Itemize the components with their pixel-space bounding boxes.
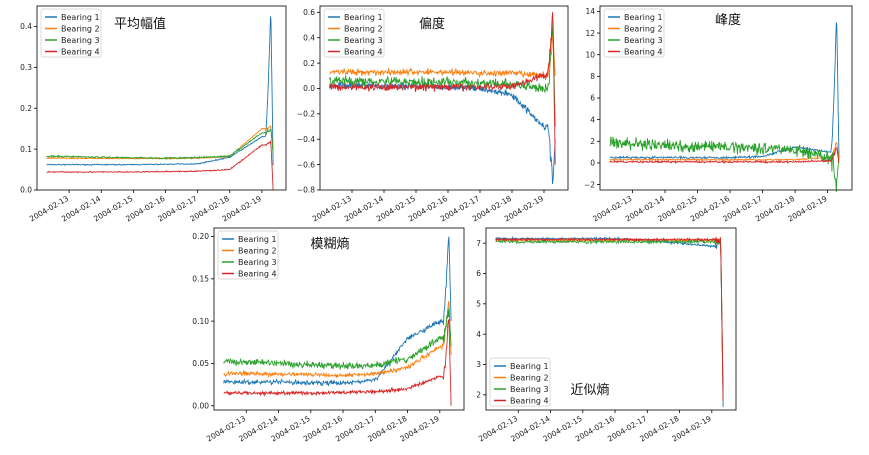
- y-tick-label: 0.1: [20, 145, 32, 154]
- legend-entry: Bearing 1: [344, 13, 383, 22]
- legend-entry: Bearing 3: [344, 36, 383, 45]
- y-tick-label: 0.2: [303, 59, 315, 68]
- y-tick-label: 0.2: [20, 104, 32, 113]
- series-line-bearing-1: [609, 22, 840, 161]
- legend-entry: Bearing 4: [624, 48, 663, 57]
- y-tick-label: 14: [585, 7, 595, 16]
- legend-entry: Bearing 2: [344, 25, 383, 34]
- series-line-bearing-4: [329, 12, 556, 165]
- y-tick-label: 0.6: [303, 8, 315, 17]
- y-tick-label: 6: [590, 94, 595, 103]
- y-tick-label: 2: [590, 137, 595, 146]
- y-tick-label: 0.0: [20, 186, 32, 195]
- legend-entry: Bearing 3: [61, 36, 100, 45]
- chart-title: 近似熵: [570, 382, 609, 398]
- series-line-bearing-2: [609, 142, 840, 162]
- series-line-bearing-4: [46, 139, 274, 191]
- chart-panel-4: 0.000.050.100.150.202004-02-132004-02-14…: [192, 227, 465, 444]
- series-line-bearing-2: [223, 301, 452, 379]
- legend-box: [40, 8, 102, 58]
- y-tick-label: −0.6: [297, 160, 315, 169]
- y-tick-label: −0.2: [297, 110, 315, 119]
- legend-entry: Bearing 4: [238, 270, 277, 279]
- series-line-bearing-3: [495, 237, 724, 398]
- legend: Bearing 1 Bearing 2 Bearing 3 Bearing 4: [40, 8, 102, 58]
- legend-box: [603, 8, 665, 58]
- series-line-bearing-4: [495, 237, 724, 401]
- y-tick-label: 4: [476, 330, 481, 339]
- legend-entry: Bearing 1: [510, 362, 549, 371]
- legend-entry: Bearing 1: [624, 13, 663, 22]
- series-line-bearing-4: [609, 147, 840, 165]
- y-tick-label: 0: [590, 159, 595, 168]
- legend-box: [323, 8, 385, 58]
- legend-entry: Bearing 1: [238, 235, 277, 244]
- y-tick-label: −2: [584, 180, 595, 189]
- legend-entry: Bearing 4: [344, 48, 383, 57]
- series-line-bearing-3: [223, 308, 452, 370]
- axes-frame: [213, 227, 465, 411]
- series-line-bearing-3: [46, 128, 274, 161]
- legend-entry: Bearing 1: [61, 13, 100, 22]
- series-line-bearing-2: [329, 28, 556, 80]
- series-line-bearing-1: [46, 16, 274, 166]
- y-tick-label: 0.3: [20, 63, 32, 72]
- legend-entry: Bearing 3: [624, 36, 663, 45]
- y-tick-label: 0.4: [20, 22, 32, 31]
- y-tick-label: 2: [476, 391, 481, 400]
- y-tick-label: 8: [590, 72, 595, 81]
- y-tick-label: 3: [476, 360, 481, 369]
- series-line-bearing-4: [223, 319, 452, 406]
- y-tick-label: 5: [476, 300, 481, 309]
- y-tick-label: −0.4: [297, 135, 315, 144]
- axes-frame: [36, 5, 287, 191]
- chart-title: 偏度: [419, 16, 445, 32]
- legend: Bearing 1 Bearing 2 Bearing 3 Bearing 4: [489, 357, 551, 407]
- y-tick-label: 10: [585, 50, 595, 59]
- y-tick-label: 4: [590, 115, 595, 124]
- axes-frame: [319, 5, 569, 191]
- legend-entry: Bearing 2: [624, 25, 663, 34]
- y-tick-label: 0.15: [192, 274, 209, 283]
- chart-title: 峰度: [715, 12, 741, 28]
- series-line-bearing-1: [329, 80, 556, 185]
- y-tick-label: 0.00: [192, 401, 209, 410]
- legend-entry: Bearing 3: [510, 385, 549, 394]
- legend: Bearing 1 Bearing 2 Bearing 3 Bearing 4: [603, 8, 665, 58]
- axes-frame: [485, 227, 737, 411]
- legend-entry: Bearing 3: [238, 258, 277, 267]
- legend-entry: Bearing 4: [61, 48, 100, 57]
- y-tick-label: 0.05: [192, 359, 209, 368]
- series-line-bearing-3: [609, 136, 840, 192]
- chart-title: 模糊熵: [310, 236, 349, 252]
- chart-panel-3: −2024681012142004-02-132004-02-142004-02…: [584, 5, 853, 224]
- legend: Bearing 1 Bearing 2 Bearing 3 Bearing 4: [323, 8, 385, 58]
- y-tick-label: 0.10: [192, 317, 209, 326]
- series-line-bearing-2: [46, 125, 274, 160]
- series-line-bearing-1: [495, 235, 724, 408]
- y-tick-label: −0.8: [297, 186, 315, 195]
- series-line-bearing-1: [223, 236, 452, 387]
- legend: Bearing 1 Bearing 2 Bearing 3 Bearing 4: [217, 230, 279, 280]
- y-tick-label: 0.4: [303, 33, 315, 42]
- chart-panel-5: 2345672004-02-132004-02-142004-02-152004…: [476, 227, 737, 444]
- legend-entry: Bearing 2: [238, 247, 277, 256]
- legend-box: [217, 230, 279, 280]
- y-tick-label: 0.0: [303, 84, 315, 93]
- legend-entry: Bearing 2: [61, 25, 100, 34]
- legend-box: [489, 357, 551, 407]
- legend-entry: Bearing 4: [510, 397, 549, 406]
- y-tick-label: 0.20: [192, 232, 209, 241]
- y-tick-label: 7: [476, 239, 481, 248]
- y-tick-label: 6: [476, 269, 481, 278]
- y-tick-label: 12: [585, 29, 595, 38]
- legend-entry: Bearing 2: [510, 374, 549, 383]
- chart-title: 平均幅值: [114, 16, 166, 32]
- chart-panel-2: −0.8−0.6−0.4−0.20.00.20.40.62004-02-1320…: [297, 5, 569, 224]
- chart-panel-1: 0.00.10.20.30.42004-02-132004-02-142004-…: [20, 5, 287, 224]
